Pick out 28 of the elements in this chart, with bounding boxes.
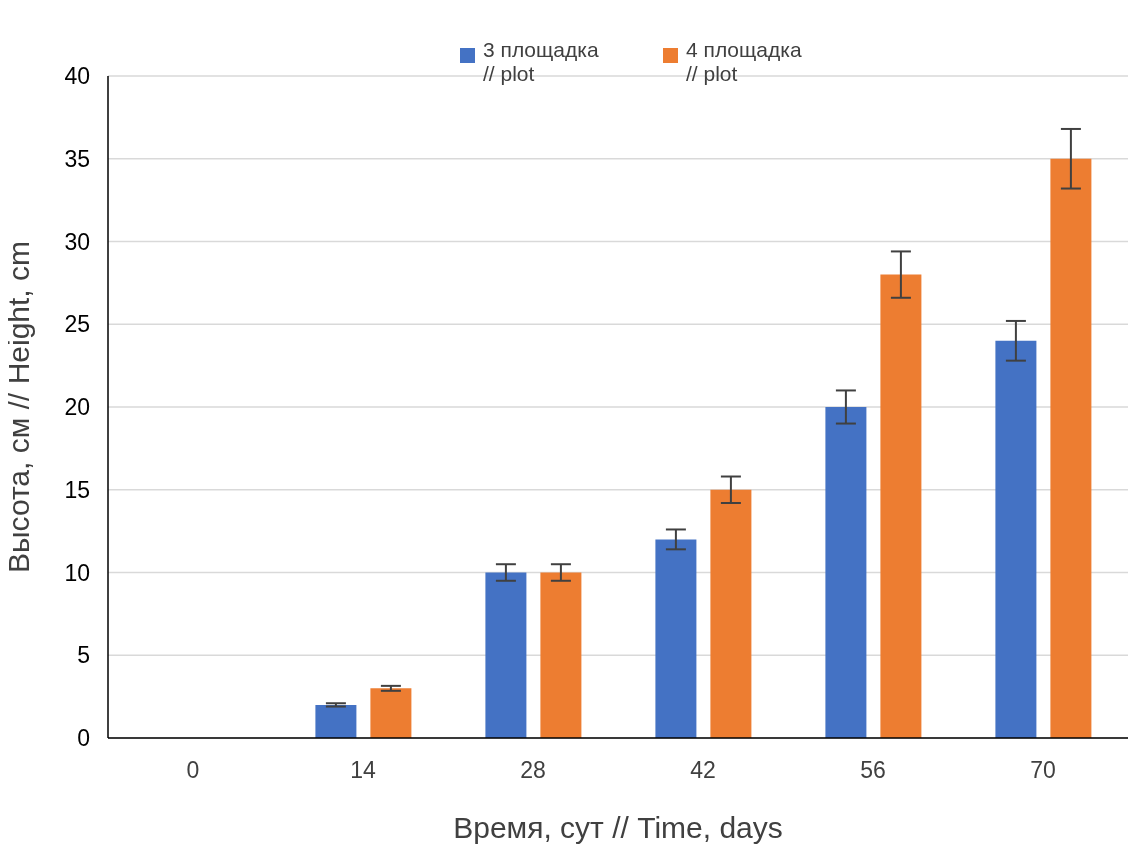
x-tick-label: 56 [860, 757, 886, 784]
bar [370, 688, 412, 738]
y-tick-label: 40 [64, 63, 90, 90]
x-axis-title: Время, сут // Time, days [453, 811, 783, 844]
y-tick-label: 25 [64, 311, 90, 338]
y-tick-label: 5 [77, 642, 90, 669]
y-tick-label: 0 [77, 725, 90, 752]
bar [540, 572, 582, 738]
legend-label: 4 площадка // plot [686, 38, 803, 86]
bar [485, 572, 527, 738]
bar [1050, 158, 1092, 738]
bar [825, 407, 867, 738]
x-tick-label: 14 [350, 757, 376, 784]
x-tick-label: 0 [186, 757, 200, 784]
bar [880, 274, 922, 738]
legend-label: 3 площадка // plot [483, 38, 600, 86]
bar [315, 704, 357, 738]
bar [655, 539, 697, 738]
y-tick-label: 30 [64, 228, 90, 255]
x-tick-label: 28 [520, 757, 546, 784]
y-tick-label: 20 [64, 394, 90, 421]
bar [995, 340, 1037, 738]
y-tick-label: 35 [64, 145, 90, 172]
x-tick-label: 42 [690, 757, 716, 784]
x-tick-label: 70 [1030, 757, 1056, 784]
y-tick-label: 10 [64, 559, 90, 586]
y-tick-label: 15 [64, 476, 90, 503]
bar [710, 489, 752, 738]
